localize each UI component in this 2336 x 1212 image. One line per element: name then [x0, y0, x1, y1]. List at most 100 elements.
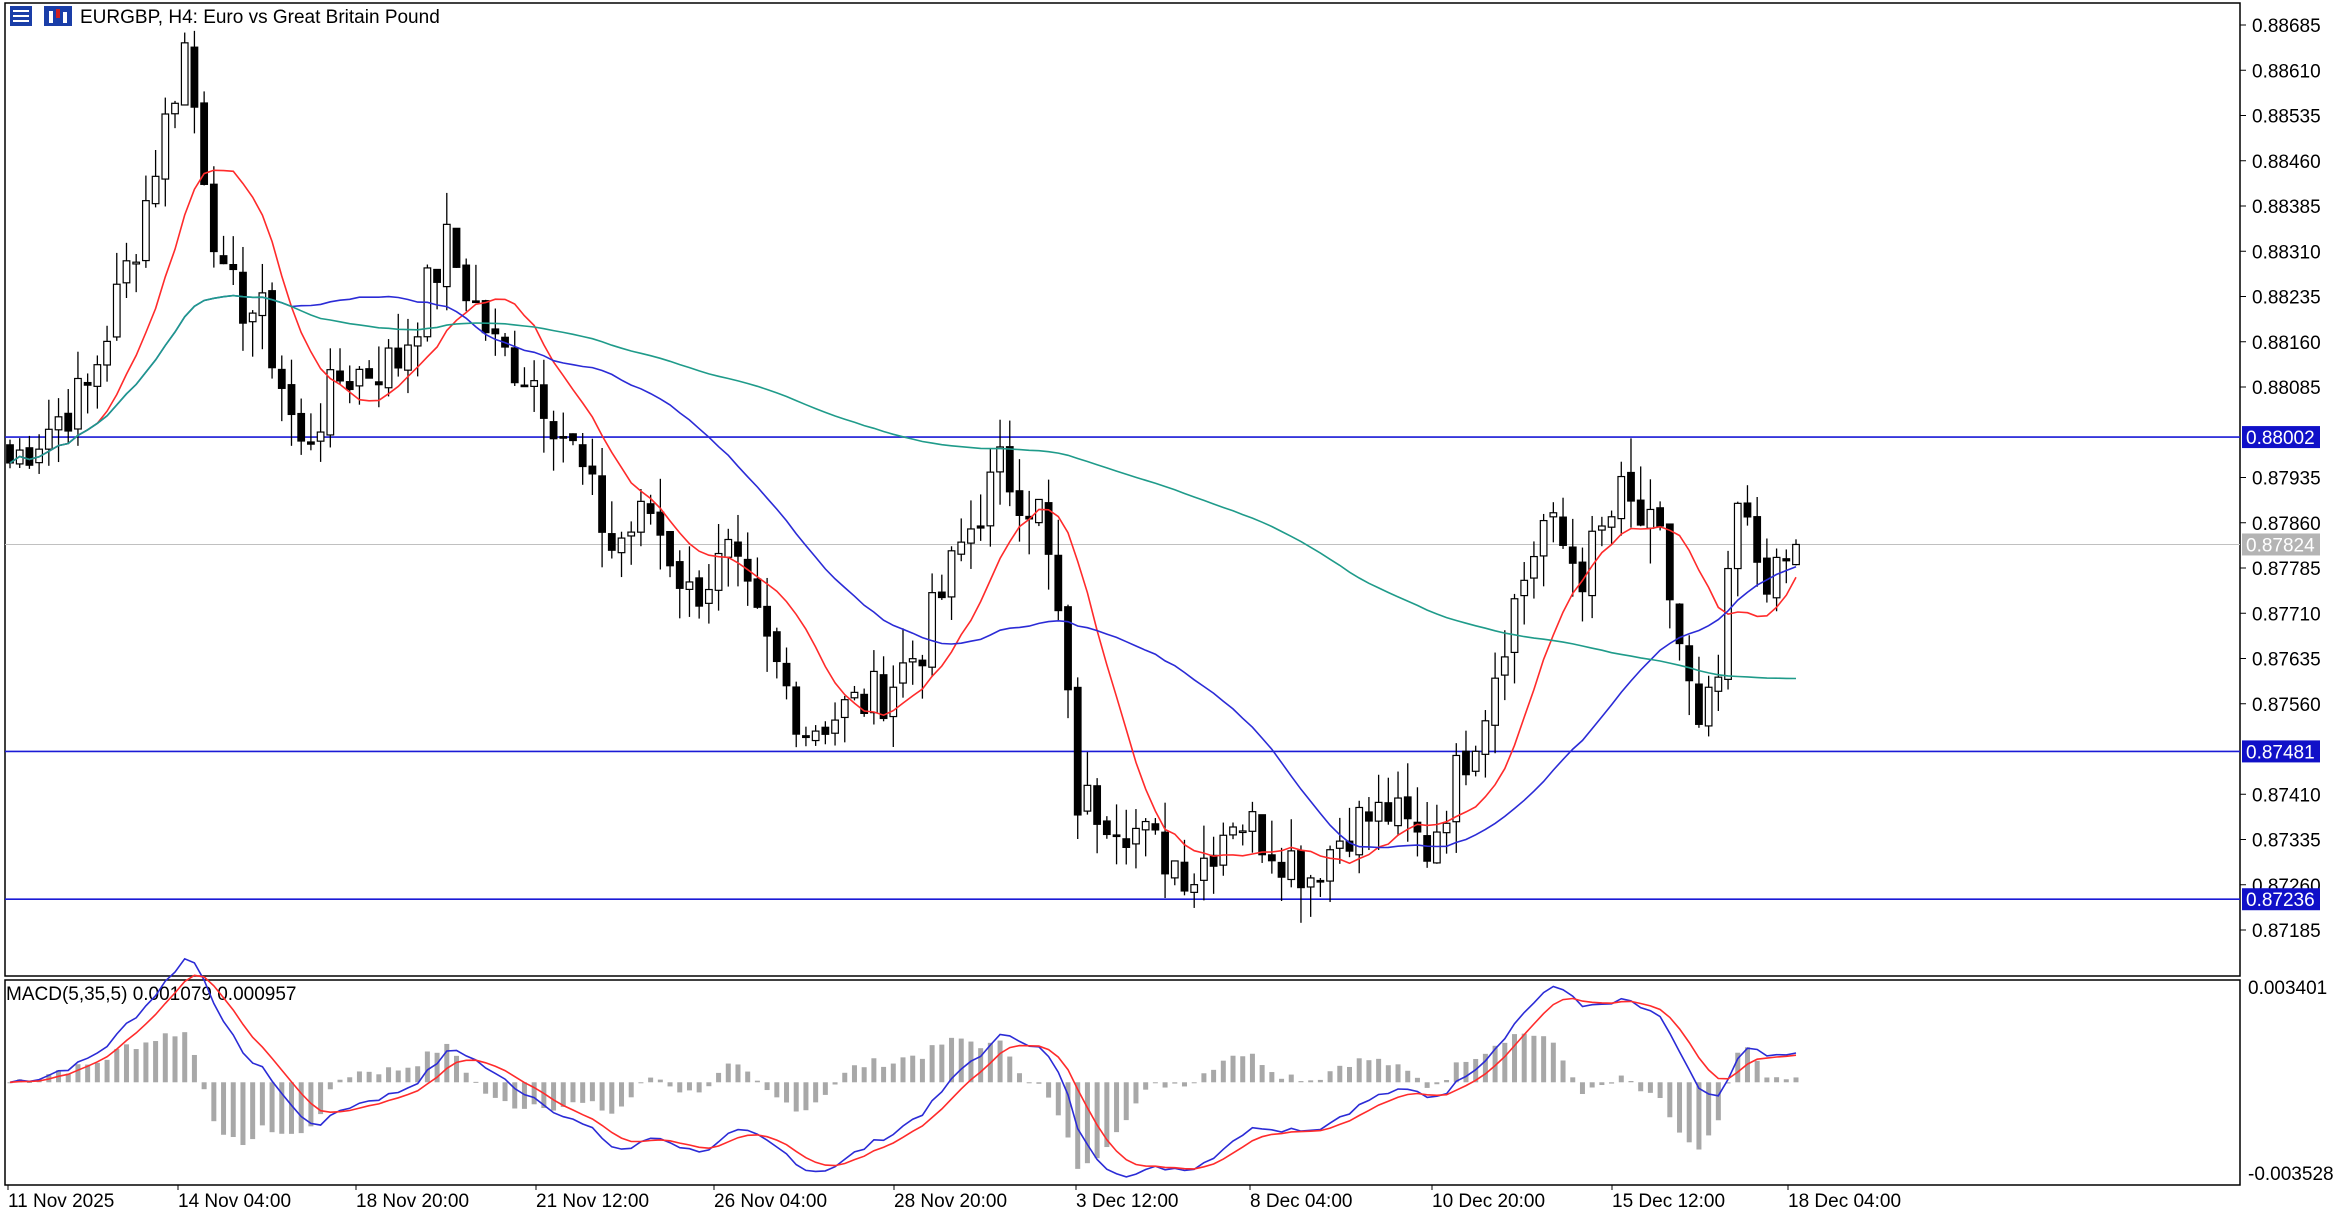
macd-histogram-bar	[65, 1073, 71, 1083]
candle-body	[821, 726, 830, 735]
macd-histogram-bar	[1211, 1069, 1217, 1083]
candle-body	[1335, 840, 1344, 849]
candle-body	[1500, 656, 1509, 676]
time-axis-label: 14 Nov 04:00	[178, 1191, 291, 1212]
macd-histogram-bar	[1570, 1077, 1576, 1083]
macd-histogram-bar	[735, 1064, 741, 1083]
candle-body	[6, 444, 14, 464]
candle-body	[1762, 557, 1771, 595]
candle-body	[1384, 802, 1393, 822]
candle-body	[1714, 676, 1723, 692]
candle-body	[345, 381, 354, 391]
time-axis-label: 26 Nov 04:00	[714, 1191, 827, 1212]
price-axis-label: 0.88685	[2252, 16, 2321, 37]
macd-histogram-bar	[1114, 1082, 1120, 1133]
macd-histogram-bar	[1337, 1065, 1343, 1083]
time-axis-label: 10 Dec 20:00	[1432, 1191, 1545, 1212]
level-price-tag	[2242, 426, 2320, 449]
level-price-label: 0.87481	[2246, 742, 2315, 763]
candle-body	[1200, 857, 1208, 881]
macd-histogram-bar	[1308, 1080, 1314, 1083]
macd-histogram-bar	[1424, 1082, 1430, 1088]
candle-body	[1491, 677, 1499, 726]
macd-histogram-bar	[75, 1064, 81, 1083]
time-axis-label: 11 Nov 2025	[8, 1191, 114, 1212]
price-axis-label: 0.87335	[2252, 831, 2321, 852]
candle-body	[384, 347, 393, 389]
macd-histogram-bar	[191, 1054, 197, 1083]
horizontal-levels[interactable]	[5, 436, 2240, 901]
macd-histogram-bar	[1754, 1060, 1760, 1083]
candle-body	[704, 588, 713, 604]
macd-histogram-bar	[250, 1082, 256, 1140]
macd-histogram-bar	[1279, 1078, 1285, 1083]
candle-body	[539, 384, 548, 419]
price-axis-label: 0.87785	[2252, 559, 2321, 580]
macd-histogram-bar	[288, 1082, 294, 1134]
price-axis-label: 0.88385	[2252, 197, 2321, 218]
candle-body	[1073, 686, 1082, 816]
window-menu-icon[interactable]	[10, 6, 32, 26]
macd-histogram-bar	[1007, 1056, 1013, 1083]
candle-body	[374, 381, 383, 386]
price-axis-label: 0.87410	[2252, 785, 2321, 806]
macd-histogram-bar	[1104, 1082, 1110, 1148]
candle-body	[685, 581, 694, 590]
candle-body	[297, 412, 306, 442]
candle-body	[1355, 806, 1364, 856]
macd-axis-bottom: -0.003528	[2248, 1164, 2334, 1185]
macd-histogram-bar	[754, 1080, 760, 1083]
candle-body	[840, 699, 849, 719]
macd-histogram-bar	[1550, 1042, 1556, 1083]
macd-histogram-bar	[143, 1042, 149, 1083]
macd-histogram-bar	[1579, 1082, 1585, 1094]
macd-histogram-bar	[1414, 1077, 1420, 1083]
candle-body	[248, 312, 257, 323]
candle-body	[598, 475, 606, 533]
candle-body	[967, 528, 975, 544]
macd-histogram-bar	[1356, 1058, 1362, 1083]
candle-body	[549, 421, 558, 440]
candle-body	[1112, 834, 1121, 838]
macd-histogram-bar	[1327, 1071, 1333, 1083]
current-price-tag	[2242, 533, 2320, 556]
macd-histogram-bar	[638, 1082, 644, 1084]
current-price-label: 0.87824	[2246, 535, 2315, 556]
macd-histogram-bar	[851, 1065, 857, 1083]
macd-histogram-bar	[1647, 1082, 1653, 1093]
macd-histogram-bar	[803, 1082, 809, 1111]
candle-body	[1015, 490, 1024, 516]
macd-histogram-bar	[259, 1082, 265, 1126]
macd-histogram-bar	[1706, 1082, 1712, 1136]
candle-body	[74, 377, 82, 430]
macd-histogram-bar	[706, 1082, 712, 1087]
macd-histogram-bar	[696, 1082, 702, 1093]
candle-body	[1190, 884, 1199, 893]
macd-histogram-bar	[813, 1082, 819, 1103]
macd-histogram-bar	[1531, 1035, 1537, 1083]
candle-body	[1229, 826, 1237, 836]
candle-body	[258, 292, 267, 317]
macd-histogram-bar	[560, 1082, 566, 1107]
macd-histogram-bar	[269, 1082, 275, 1133]
macd-histogram-bar	[822, 1082, 828, 1095]
candle-body	[44, 428, 53, 450]
candle-body	[510, 347, 519, 384]
candle-body	[1743, 502, 1752, 518]
price-axis-label: 0.88235	[2252, 288, 2321, 309]
macd-histogram-bar	[1599, 1082, 1605, 1086]
macd-histogram-bar	[716, 1072, 722, 1083]
macd-histogram-bar	[1735, 1052, 1741, 1083]
macd-histogram-bar	[725, 1063, 731, 1083]
candle-body	[307, 441, 315, 445]
macd-histogram-bar	[1667, 1082, 1673, 1118]
candle-body	[908, 658, 917, 663]
macd-histogram-bar	[1492, 1045, 1498, 1083]
macd-histogram-bar	[1677, 1082, 1683, 1133]
price-axis-label: 0.87860	[2252, 514, 2321, 535]
candle-body	[869, 670, 878, 714]
macd-histogram-bar	[580, 1082, 586, 1103]
chart-candles-icon[interactable]	[44, 6, 72, 26]
macd-histogram-bar	[318, 1082, 324, 1115]
